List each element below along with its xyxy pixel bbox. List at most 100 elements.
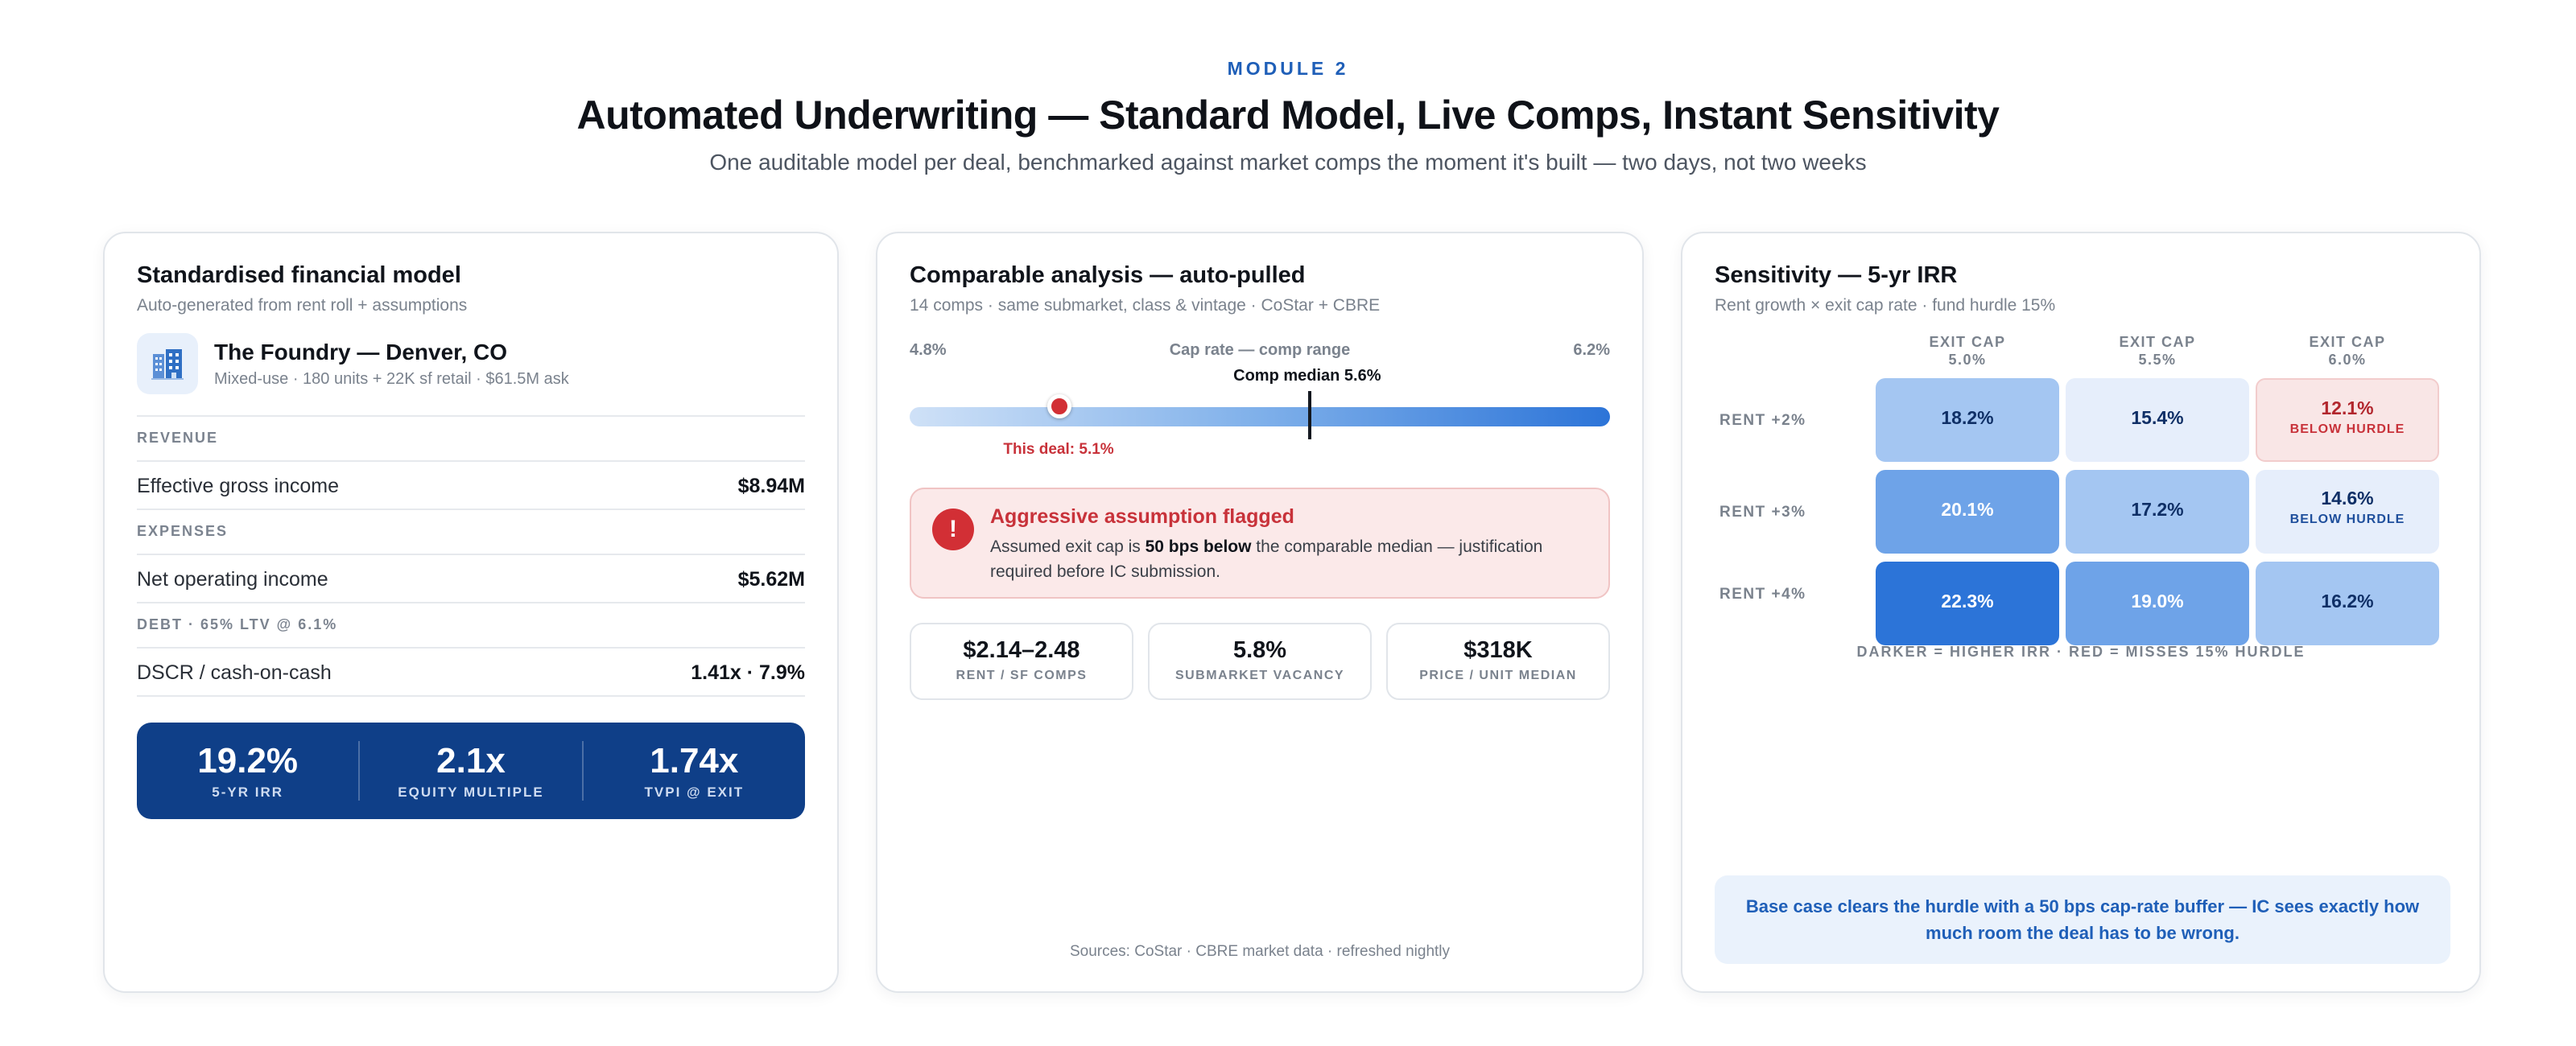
expenses-section-label: EXPENSES xyxy=(137,523,229,539)
card-subtitle: 14 comps · same submarket, class & vinta… xyxy=(910,296,1381,315)
sensitivity-cell: 12.1% BELOW HURDLE xyxy=(2256,378,2439,462)
irr-metric: 19.2% 5-YR IRR xyxy=(137,741,358,801)
sensitivity-cell: 18.2% xyxy=(1876,378,2059,462)
cell-value: 12.1% xyxy=(2321,397,2374,418)
price-per-unit-stat: $318K PRICE / UNIT MEDIAN xyxy=(1386,623,1610,700)
stat-value: $2.14–2.48 xyxy=(963,637,1080,663)
divider xyxy=(137,695,805,697)
dscr-value: 1.41x · 7.9% xyxy=(691,661,805,684)
cell-value: 14.6% xyxy=(2321,488,2374,509)
column-header-exit-cap-5-0: EXIT CAP 5.0% xyxy=(1876,333,2059,369)
sensitivity-cell: 14.6% BELOW HURDLE xyxy=(2256,470,2439,554)
rent-comps-stat: $2.14–2.48 RENT / SF COMPS xyxy=(910,623,1133,700)
page-subtitle: One auditable model per deal, benchmarke… xyxy=(709,150,1867,175)
egi-value: $8.94M xyxy=(737,475,805,497)
metric-value: 19.2% xyxy=(197,741,299,780)
stat-label: RENT / SF COMPS xyxy=(956,669,1088,682)
cell-value: 15.4% xyxy=(2131,407,2184,428)
egi-label: Effective gross income xyxy=(137,475,340,497)
cell-value: 20.1% xyxy=(1941,499,1994,520)
range-max-label: 6.2% xyxy=(1573,341,1610,359)
range-title: Cap rate — comp range xyxy=(1169,341,1351,359)
cell-note: BELOW HURDLE xyxy=(2289,422,2405,436)
sensitivity-cell: 16.2% xyxy=(2256,562,2439,645)
property-name: The Foundry — Denver, CO xyxy=(214,340,508,364)
column-header-value: 6.0% xyxy=(2328,352,2367,368)
vacancy-stat: 5.8% SUBMARKET VACANCY xyxy=(1148,623,1372,700)
card-title: Standardised financial model xyxy=(137,262,461,288)
noi-label: Net operating income xyxy=(137,568,328,591)
column-header-line: EXIT CAP xyxy=(1929,334,2006,350)
metric-value: 1.74x xyxy=(650,741,739,780)
metric-value: 2.1x xyxy=(436,741,506,780)
cell-note: BELOW HURDLE xyxy=(2289,513,2405,526)
sensitivity-cell: 17.2% xyxy=(2066,470,2249,554)
sensitivity-cell: 15.4% xyxy=(2066,378,2249,462)
column-header-value: 5.0% xyxy=(1948,352,1987,368)
base-case-note: Base case clears the hurdle with a 50 bp… xyxy=(1715,875,2450,964)
metric-divider xyxy=(581,741,584,801)
property-meta: Mixed-use · 180 units + 22K sf retail · … xyxy=(214,370,569,388)
comp-median-label: Comp median 5.6% xyxy=(1233,367,1381,385)
divider xyxy=(137,509,805,510)
divider xyxy=(137,460,805,462)
stat-label: PRICE / UNIT MEDIAN xyxy=(1419,669,1577,682)
card-subtitle: Rent growth × exit cap rate · fund hurdl… xyxy=(1715,296,2056,315)
sensitivity-card: Sensitivity — 5-yr IRR Rent growth × exi… xyxy=(1681,232,2481,993)
metric-divider xyxy=(358,741,361,801)
financial-model-card: Standardised financial model Auto-genera… xyxy=(103,232,839,993)
cell-value: 16.2% xyxy=(2321,591,2374,612)
tvpi-metric: 1.74x TVPI @ EXIT xyxy=(584,741,805,801)
sensitivity-cell: 20.1% xyxy=(1876,470,2059,554)
column-header-line: EXIT CAP xyxy=(2309,334,2386,350)
exclamation-icon: ! xyxy=(932,509,974,550)
alert-body-emphasis: 50 bps below xyxy=(1145,537,1252,556)
column-header-exit-cap-6-0: EXIT CAP 6.0% xyxy=(2256,333,2439,369)
data-sources-footnote: Sources: CoStar · CBRE market data · ref… xyxy=(1069,943,1451,960)
alert-body-prefix: Assumed exit cap is xyxy=(990,537,1146,556)
debt-section-label: DEBT · 65% LTV @ 6.1% xyxy=(137,616,338,632)
returns-summary-bar: 19.2% 5-YR IRR 2.1x EQUITY MULTIPLE 1.74… xyxy=(137,723,805,819)
divider xyxy=(137,554,805,555)
equity-multiple-metric: 2.1x EQUITY MULTIPLE xyxy=(360,741,581,801)
this-deal-marker xyxy=(1047,394,1072,418)
comp-median-marker xyxy=(1308,391,1312,439)
column-header-line: EXIT CAP xyxy=(2119,334,2196,350)
page-title: Automated Underwriting — Standard Model,… xyxy=(576,93,2000,138)
metric-label: EQUITY MULTIPLE xyxy=(398,784,544,800)
column-header-value: 5.5% xyxy=(2138,352,2177,368)
alert-body: Assumed exit cap is 50 bps below the com… xyxy=(990,534,1586,584)
cell-value: 19.0% xyxy=(2131,591,2184,612)
alert-body-suffix: the comparable median — justification re… xyxy=(990,537,1543,581)
revenue-section-label: REVENUE xyxy=(137,430,219,446)
noi-value: $5.62M xyxy=(737,568,805,591)
aggressive-assumption-alert: ! Aggressive assumption flagged Assumed … xyxy=(910,488,1610,599)
metric-label: TVPI @ EXIT xyxy=(644,784,745,800)
stat-label: SUBMARKET VACANCY xyxy=(1174,669,1345,682)
module-eyebrow: MODULE 2 xyxy=(1227,58,1349,79)
range-min-label: 4.8% xyxy=(910,341,947,359)
sensitivity-cell: 19.0% xyxy=(2066,562,2249,645)
card-title: Comparable analysis — auto-pulled xyxy=(910,262,1306,288)
comparable-analysis-card: Comparable analysis — auto-pulled 14 com… xyxy=(876,232,1644,993)
divider xyxy=(137,602,805,603)
alert-title: Aggressive assumption flagged xyxy=(990,505,1294,528)
metric-label: 5-YR IRR xyxy=(212,784,284,800)
column-header-exit-cap-5-5: EXIT CAP 5.5% xyxy=(2066,333,2249,369)
this-deal-label: This deal: 5.1% xyxy=(1003,441,1114,458)
row-header-rent-3: RENT +3% xyxy=(1719,504,1806,521)
cell-value: 17.2% xyxy=(2131,499,2184,520)
cap-rate-range-track xyxy=(910,407,1610,426)
stat-value: $318K xyxy=(1463,637,1533,663)
grid-legend: DARKER = HIGHER IRR · RED = MISSES 15% H… xyxy=(1856,644,2306,660)
building-icon xyxy=(137,333,198,394)
divider xyxy=(137,415,805,417)
dscr-label: DSCR / cash-on-cash xyxy=(137,661,332,684)
card-subtitle: Auto-generated from rent roll + assumpti… xyxy=(137,296,468,315)
cell-value: 18.2% xyxy=(1941,407,1994,428)
divider xyxy=(137,647,805,649)
cell-value: 22.3% xyxy=(1941,591,1994,612)
card-title: Sensitivity — 5-yr IRR xyxy=(1715,262,1958,288)
row-header-rent-4: RENT +4% xyxy=(1719,586,1806,603)
row-header-rent-2: RENT +2% xyxy=(1719,412,1806,429)
